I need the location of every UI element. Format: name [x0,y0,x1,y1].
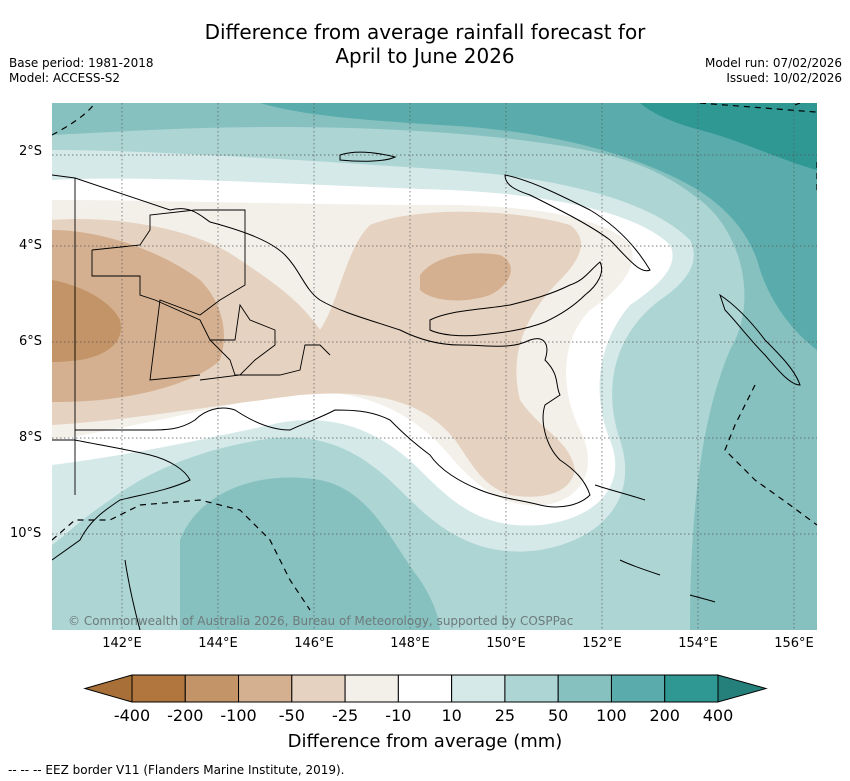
colorbar-segment [131,674,186,703]
colorbar-segment [184,674,240,703]
map-title: Difference from average rainfall forecas… [0,20,850,68]
lon-label-144e: 144°E [198,636,238,651]
colorbar-tick-label: 200 [649,706,680,725]
colorbar-tick-label: -100 [220,706,257,725]
tan-mid-zone-west [52,230,224,402]
title-line-1: Difference from average rainfall forecas… [204,20,646,44]
province-borders [74,178,331,495]
map-panel [52,103,817,630]
lon-label-154e: 154°E [678,636,718,651]
colorbar-extend-low [83,674,133,703]
colorbar-tick-label: -50 [278,706,305,725]
lat-label-4s: 4°S [19,238,43,253]
tan-dark-zone-west [52,280,121,362]
cape-york-coast [124,559,141,630]
eez-south-border [52,499,311,611]
lat-label-10s: 10°S [10,526,42,541]
copyright-text: © Commonwealth of Australia 2026, Bureau… [68,614,574,628]
eez-southeast-border [724,384,817,526]
colorbar-segment [664,674,719,703]
colorbar-tick-label: 400 [702,706,734,725]
new-ireland-coast [504,174,651,272]
colorbar-segment [238,674,293,703]
lon-label-148e: 148°E [390,636,430,651]
manus-island-coast [339,151,397,162]
issued-date: Issued: 10/02/2026 [726,71,842,85]
lat-label-2s: 2°S [19,144,43,159]
colorbar-title: Difference from average (mm) [287,731,563,752]
colorbar-segment [397,674,453,703]
base-period: Base period: 1981-2018 [9,56,154,70]
colorbar-segment [610,674,666,703]
model-run: Model run: 07/02/2026 [704,56,842,70]
colorbar [83,674,768,703]
lon-label-142e: 142°E [102,636,142,651]
lat-label-6s: 6°S [19,334,43,349]
colorbar-tick-label: 50 [547,706,569,725]
western-province-border [91,209,246,381]
teal-mid-zone-sw [180,477,440,630]
new-guinea-coast [52,174,591,508]
eez-north-border [52,103,96,136]
eez-footnote: -- -- -- EEZ border V11 (Flanders Marine… [8,763,345,777]
meta-left: Base period: 1981-2018 Model: ACCESS-S2 [9,56,154,86]
lon-label-146e: 146°E [294,636,334,651]
colorbar-tick-label: -400 [113,706,151,725]
eez-borders [52,103,817,611]
colorbar-tick-label: -10 [385,706,412,725]
teal-dark-zone-ne [260,103,817,350]
bougainville-coast [719,293,801,386]
lon-label-156e: 156°E [774,636,814,651]
colorbar-tick-label: 100 [596,706,627,725]
colorbar-segment [504,674,559,703]
colorbar-tick-label: -25 [332,706,359,725]
colorbar-extend-high [717,674,768,703]
title-line-2: April to June 2026 [335,44,515,68]
colorbar-segment [451,674,506,703]
louisiade-islands-coast [594,484,716,603]
coastlines [52,151,801,630]
gulf-province-border [209,339,331,376]
new-britain-coast [429,261,603,337]
tan-mid-zone-centre [420,253,511,301]
lat-label-8s: 8°S [19,430,43,445]
colorbar-tick-label: -200 [167,706,204,725]
graticule [52,103,817,630]
teal-darkest-zone-ne [640,103,817,170]
colorbar-tick-label: 10 [441,706,462,725]
lon-label-150e: 150°E [486,636,526,651]
eez-northeast-border [699,103,817,113]
model-name: Model: ACCESS-S2 [9,71,121,85]
meta-right: Model run: 07/02/2026 Issued: 10/02/2026 [705,56,842,86]
colorbar-segment [557,674,612,703]
colorbar-tick-label: 25 [494,706,516,725]
eez-east-border [794,103,817,190]
highlands-border [91,250,276,381]
australia-north-coast [52,439,191,561]
lon-label-152e: 152°E [582,636,622,651]
colorbar-segment [291,674,346,703]
colorbar-segment [344,674,399,703]
